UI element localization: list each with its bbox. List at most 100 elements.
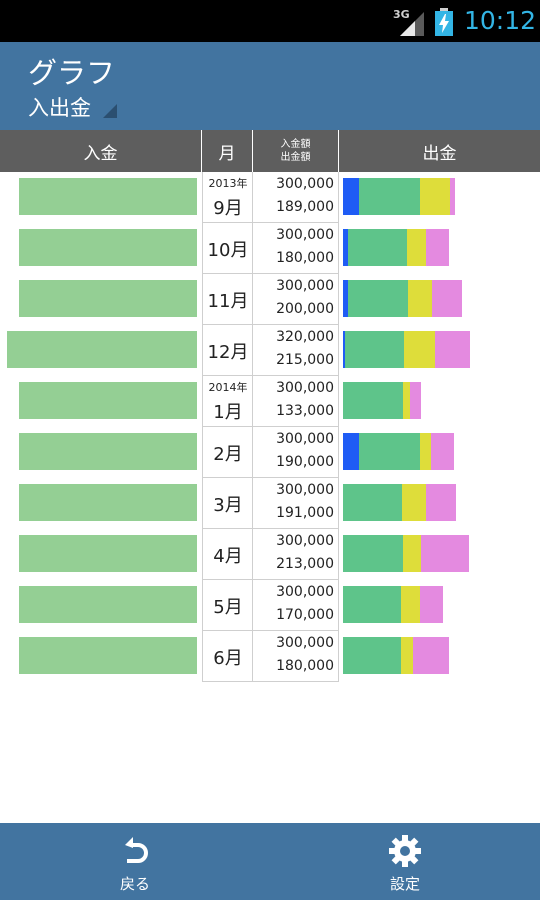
gear-icon <box>389 835 421 867</box>
income-amount: 300,000 <box>276 278 334 294</box>
month-row[interactable]: 2013年 9月 300,000 189,000 <box>0 172 540 223</box>
column-header-amount: 入金額 出金額 <box>253 130 339 172</box>
month-cell: 12月 <box>202 325 253 376</box>
expense-segment <box>343 331 345 368</box>
settings-label: 設定 <box>389 875 420 893</box>
month-label: 5月 <box>213 597 243 618</box>
month-row[interactable]: 5月 300,000 170,000 <box>0 580 540 631</box>
bottom-toolbar: 戻る 設定 <box>0 823 540 900</box>
expense-segment <box>403 535 421 572</box>
income-bar <box>19 484 197 521</box>
income-amount: 300,000 <box>276 380 334 396</box>
expense-segment <box>410 382 421 419</box>
income-bar <box>7 331 197 368</box>
expense-bar <box>343 484 456 521</box>
income-bar <box>19 280 197 317</box>
column-header-amount-expense: 出金額 <box>280 152 311 163</box>
settings-button[interactable]: 設定 <box>270 823 540 900</box>
month-row[interactable]: 3月 300,000 191,000 <box>0 478 540 529</box>
month-label: 12月 <box>207 342 249 363</box>
expense-amount: 180,000 <box>276 658 334 674</box>
expense-segment <box>343 229 348 266</box>
expense-amount: 133,000 <box>276 403 334 419</box>
expense-segment <box>359 178 420 215</box>
month-label: 9月 <box>213 198 243 219</box>
expense-amount: 189,000 <box>276 199 334 215</box>
amount-cell: 300,000 170,000 <box>253 580 339 631</box>
expense-amount: 180,000 <box>276 250 334 266</box>
income-bar <box>19 433 197 470</box>
expense-segment <box>401 586 420 623</box>
column-header-income: 入金 <box>0 130 202 172</box>
expense-segment <box>420 433 431 470</box>
expense-segment <box>345 331 404 368</box>
column-header-month: 月 <box>202 130 253 172</box>
month-cell: 2013年 9月 <box>202 172 253 223</box>
expense-bar <box>343 280 462 317</box>
amount-cell: 300,000 180,000 <box>253 223 339 274</box>
expense-bar <box>343 331 470 368</box>
amount-cell: 300,000 200,000 <box>253 274 339 325</box>
expense-segment <box>431 433 454 470</box>
month-row[interactable]: 6月 300,000 180,000 <box>0 631 540 682</box>
expense-segment <box>413 637 449 674</box>
expense-segment <box>450 178 455 215</box>
expense-amount: 191,000 <box>276 505 334 521</box>
status-bar: 3G 10:12 <box>0 0 540 42</box>
month-row[interactable]: 4月 300,000 213,000 <box>0 529 540 580</box>
expense-amount: 200,000 <box>276 301 334 317</box>
month-row[interactable]: 12月 320,000 215,000 <box>0 325 540 376</box>
year-label: 2013年 <box>208 177 248 190</box>
back-button[interactable]: 戻る <box>0 823 270 900</box>
expense-segment <box>421 535 469 572</box>
month-row[interactable]: 2月 300,000 190,000 <box>0 427 540 478</box>
expense-amount: 170,000 <box>276 607 334 623</box>
month-cell: 3月 <box>202 478 253 529</box>
month-row[interactable]: 2014年 1月 300,000 133,000 <box>0 376 540 427</box>
battery-charging-icon <box>435 8 453 36</box>
expense-segment <box>403 382 410 419</box>
income-amount: 300,000 <box>276 584 334 600</box>
income-amount: 300,000 <box>276 635 334 651</box>
expense-bar <box>343 178 455 215</box>
month-cell: 6月 <box>202 631 253 682</box>
expense-bar <box>343 382 421 419</box>
month-label: 11月 <box>207 291 249 312</box>
month-label: 1月 <box>213 402 243 423</box>
expense-segment <box>343 433 359 470</box>
page-title: グラフ <box>28 56 116 90</box>
expense-segment <box>343 178 359 215</box>
month-label: 3月 <box>213 495 243 516</box>
income-bar <box>19 637 197 674</box>
month-list: 2013年 9月 300,000 189,000 10月 300,000 180,000 11… <box>0 172 540 682</box>
month-row[interactable]: 10月 300,000 180,000 <box>0 223 540 274</box>
expense-bar <box>343 433 454 470</box>
amount-cell: 300,000 213,000 <box>253 529 339 580</box>
signal-icon <box>400 12 424 36</box>
income-bar <box>19 382 197 419</box>
amount-cell: 300,000 133,000 <box>253 376 339 427</box>
amount-cell: 300,000 189,000 <box>253 172 339 223</box>
expense-segment <box>426 229 449 266</box>
expense-segment <box>435 331 470 368</box>
month-row[interactable]: 11月 300,000 200,000 <box>0 274 540 325</box>
expense-bar <box>343 586 443 623</box>
month-cell: 2月 <box>202 427 253 478</box>
expense-bar <box>343 535 469 572</box>
amount-cell: 320,000 215,000 <box>253 325 339 376</box>
month-cell: 2014年 1月 <box>202 376 253 427</box>
month-label: 10月 <box>207 240 249 261</box>
expense-bar <box>343 637 449 674</box>
expense-segment <box>420 586 443 623</box>
expense-amount: 190,000 <box>276 454 334 470</box>
income-amount: 300,000 <box>276 533 334 549</box>
income-bar <box>19 178 197 215</box>
income-bar <box>19 229 197 266</box>
expense-segment <box>420 178 450 215</box>
column-header-expense: 出金 <box>339 130 540 172</box>
type-dropdown[interactable]: 入出金 <box>28 96 91 120</box>
expense-segment <box>402 484 426 521</box>
income-amount: 300,000 <box>276 431 334 447</box>
expense-segment <box>343 484 402 521</box>
expense-segment <box>359 433 420 470</box>
